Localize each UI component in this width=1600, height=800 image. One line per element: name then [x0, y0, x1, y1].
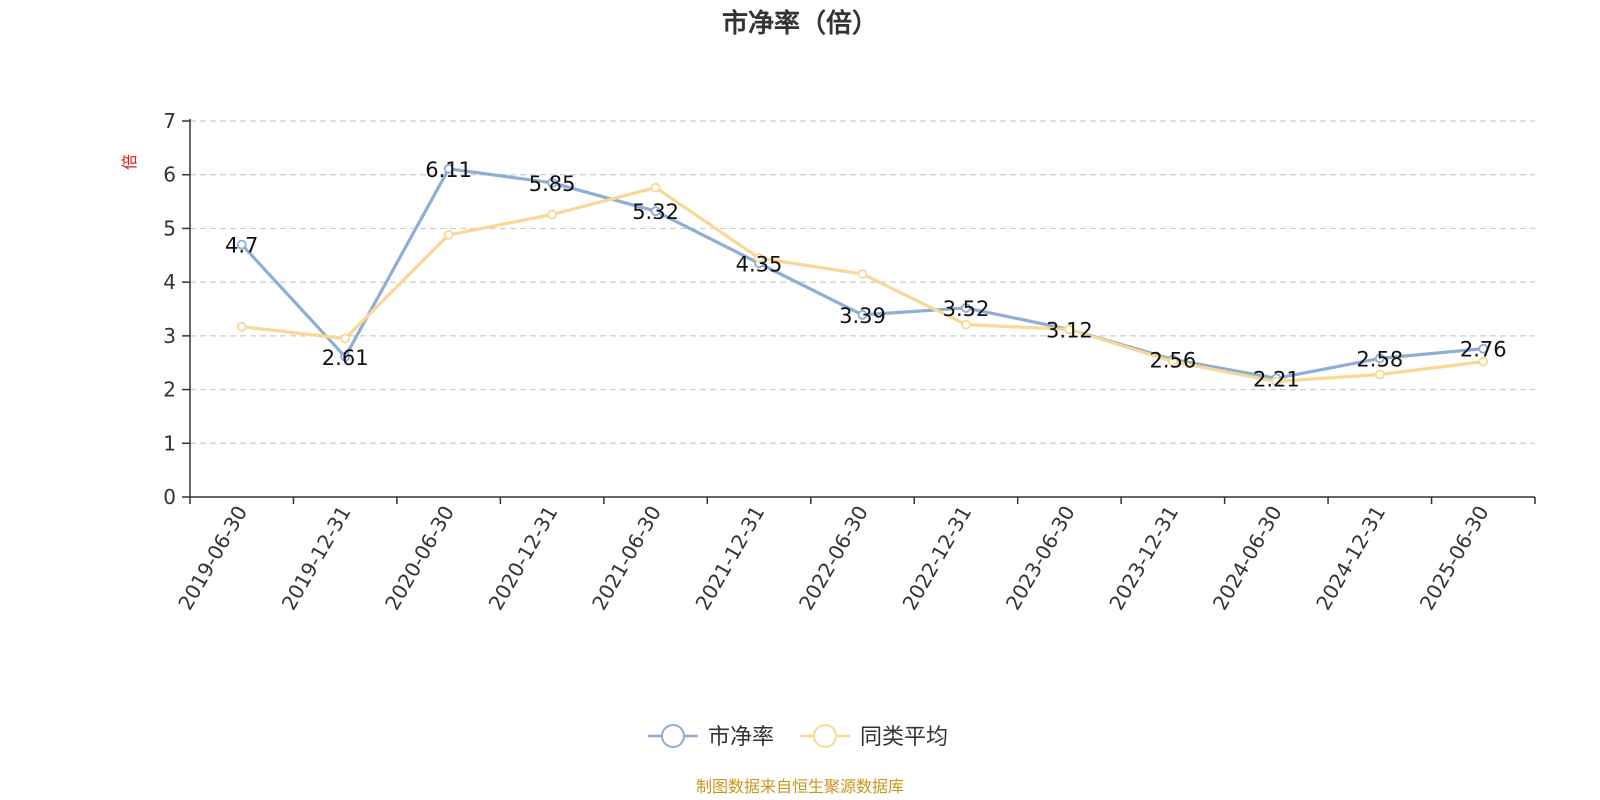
data-label: 2.21 [1253, 367, 1300, 391]
data-point [1374, 353, 1385, 364]
data-label: 3.39 [839, 304, 886, 328]
data-point [1478, 343, 1489, 354]
data-label: 4.35 [736, 252, 783, 276]
data-point [961, 303, 971, 313]
x-tick-label: 2022-06-30 [794, 502, 873, 615]
data-label: 2.58 [1356, 347, 1403, 371]
legend-label: 同类平均 [860, 725, 948, 750]
data-point [340, 333, 351, 344]
y-tick-label: 1 [163, 431, 176, 455]
data-point [236, 321, 247, 332]
data-point [650, 206, 661, 217]
data-labels: 4.7 2.61 6.11 5.85 5.32 4.35 3.39 3.52 3.12 2.56 2… [225, 158, 1507, 391]
data-point [857, 269, 868, 279]
y-tick-label: 7 [163, 109, 176, 133]
data-point [1167, 356, 1178, 367]
x-tick-label: 2023-06-30 [1001, 502, 1080, 615]
legend-marker-icon [661, 724, 685, 748]
legend-item-1[interactable]: 同类平均 [800, 724, 948, 750]
data-point [1374, 369, 1385, 380]
x-tick-label: 2024-12-31 [1311, 502, 1390, 615]
axes: 0 1 2 3 4 5 6 7 2019-06-30 2019-12-31 2020-06-30 20… [163, 109, 1536, 615]
x-tick-label: 2021-12-31 [690, 502, 769, 615]
data-point [961, 319, 971, 330]
series-lines [236, 163, 1489, 387]
y-tick-label: 3 [163, 324, 176, 348]
data-point [443, 163, 454, 174]
data-label: 2.61 [322, 346, 369, 370]
y-tick-label: 6 [163, 163, 176, 187]
x-tick-label: 2021-06-30 [587, 502, 666, 615]
data-label: 4.7 [225, 234, 258, 258]
data-label: 5.32 [632, 200, 679, 224]
legend[interactable]: 市净率 同类平均 [648, 724, 948, 750]
x-tick-label: 2020-06-30 [380, 501, 459, 614]
legend-item-0[interactable]: 市净率 [648, 724, 774, 750]
data-label: 3.52 [943, 297, 990, 321]
y-tick-label: 4 [163, 270, 176, 294]
x-tick-label: 2019-12-31 [277, 502, 356, 615]
y-tick-label: 5 [163, 216, 176, 240]
x-tick-label: 2022-12-31 [897, 502, 976, 615]
x-tick-label: 2024-06-30 [1208, 502, 1287, 615]
data-point [236, 239, 247, 250]
data-label: 2.56 [1150, 348, 1197, 372]
x-tick-label: 2025-06-30 [1415, 502, 1494, 615]
data-point [443, 229, 454, 240]
grid-lines [190, 120, 1535, 444]
data-point [857, 310, 868, 320]
series-line-1 [241, 186, 1484, 384]
data-point [754, 253, 764, 263]
x-tick-label: 2019-06-30 [173, 502, 252, 615]
x-tick-label: 2020-12-31 [484, 502, 563, 615]
y-tick-label: 2 [163, 378, 176, 402]
data-label: 6.11 [425, 158, 472, 182]
legend-marker-icon [813, 724, 837, 748]
data-label: 2.76 [1460, 338, 1507, 362]
data-point [547, 177, 558, 188]
data-point [340, 351, 351, 362]
y-axis-unit-label: 倍 [120, 154, 139, 170]
data-point [650, 182, 661, 193]
legend-label: 市净率 [708, 725, 774, 750]
data-label: 3.12 [1046, 318, 1093, 342]
data-point [547, 209, 558, 220]
data-label: 5.85 [529, 172, 576, 196]
chart-title: 市净率（倍） [722, 8, 878, 39]
data-point [1478, 356, 1489, 367]
data-point [1064, 324, 1075, 335]
data-point [1271, 376, 1282, 387]
source-note: 制图数据来自恒生聚源数据库 [696, 777, 904, 796]
x-tick-label: 2023-12-31 [1104, 502, 1183, 615]
y-tick-label: 0 [163, 485, 176, 509]
